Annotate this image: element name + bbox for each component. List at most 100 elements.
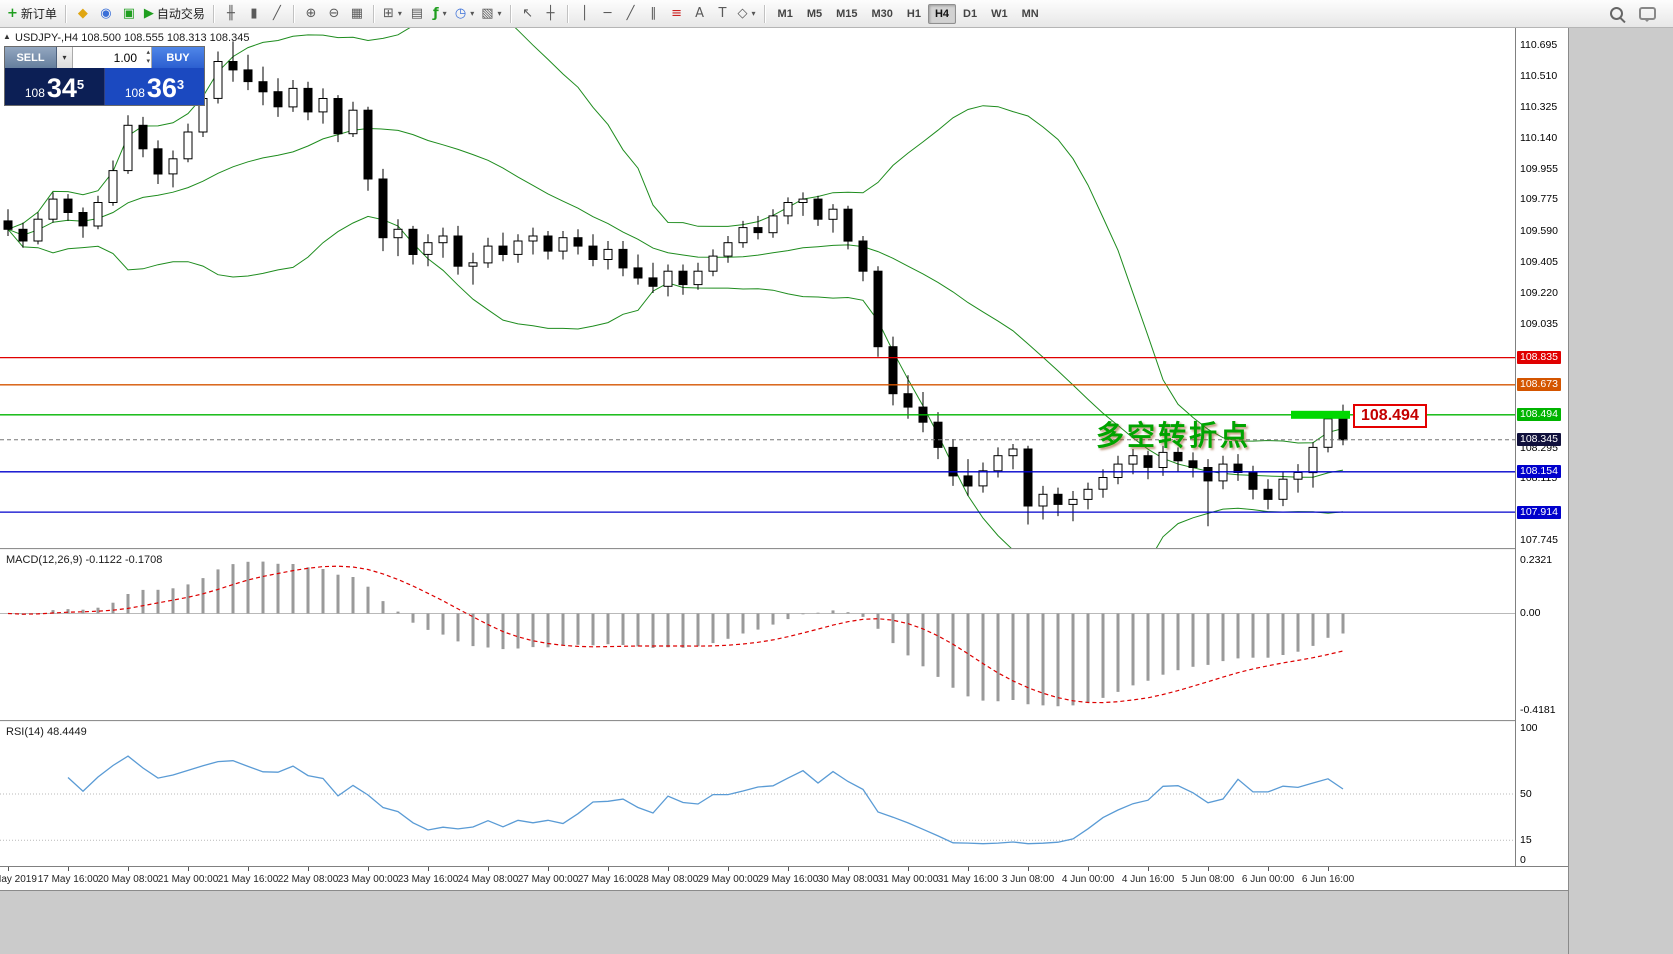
volume-input[interactable]: [73, 47, 151, 68]
cursor-icon: ↖: [522, 6, 533, 21]
time-axis-tick: [848, 867, 849, 871]
time-axis-tick: [1148, 867, 1149, 871]
symbol-ohlc-header: USDJPY-,H4 108.500 108.555 108.313 108.3…: [15, 32, 250, 44]
axis-price-label: 0.2321: [1520, 553, 1553, 566]
channel-tool-button[interactable]: ∥: [643, 3, 665, 25]
macd-indicator-label: MACD(12,26,9) -0.1122 -0.1708: [6, 554, 163, 566]
price-axis[interactable]: 110.695 110.510 110.325 110.140 109.955 109.7…: [1515, 28, 1568, 866]
time-axis-label: 23 May 00:00: [337, 874, 399, 885]
timeframe-button-h1[interactable]: H1: [900, 4, 928, 24]
spinner-down-icon[interactable]: ▾: [146, 58, 150, 65]
indicators-icon: ƒ: [433, 6, 439, 21]
order-options-dropdown[interactable]: ▾: [57, 47, 73, 68]
indicators-button[interactable]: ƒ ▾: [429, 3, 451, 25]
toolbar-separator: [292, 4, 295, 23]
buy-price-display[interactable]: 108 36 3: [105, 68, 204, 105]
time-axis-label: 27 May 16:00: [577, 874, 639, 885]
sell-price-sup: 5: [76, 77, 85, 92]
timeframe-button-m30[interactable]: M30: [865, 4, 900, 24]
rsi-pane-canvas[interactable]: [0, 722, 1515, 866]
timeframe-button-w1[interactable]: W1: [984, 4, 1015, 24]
macd-pane-canvas[interactable]: [0, 550, 1515, 720]
time-axis-label: 21 May 00:00: [157, 874, 219, 885]
timeframe-button-d1[interactable]: D1: [956, 4, 984, 24]
cursor-tool-button[interactable]: ↖: [517, 3, 539, 25]
time-axis-label: 27 May 00:00: [517, 874, 579, 885]
time-axis-label: 20 May 08:00: [97, 874, 159, 885]
market-watch-button[interactable]: ◆: [72, 3, 94, 25]
autotrading-button[interactable]: ▶ 自动交易: [141, 3, 208, 25]
channel-icon: ∥: [650, 6, 657, 21]
timeframe-button-m15[interactable]: M15: [829, 4, 864, 24]
axis-price-label: 15: [1520, 833, 1532, 846]
axis-price-label: 109.405: [1520, 255, 1558, 268]
crosshair-tool-button[interactable]: ┼: [540, 3, 562, 25]
price-callout[interactable]: 108.494: [1353, 404, 1427, 428]
time-axis-tick: [428, 867, 429, 871]
periods-button[interactable]: ◷ ▾: [452, 3, 477, 25]
time-axis-tick: [908, 867, 909, 871]
time-axis-tick: [788, 867, 789, 871]
zoom-in-button[interactable]: ⊕: [300, 3, 322, 25]
line-chart-icon: ╱: [273, 6, 281, 21]
sell-button[interactable]: SELL: [5, 47, 57, 68]
shapes-tool-button[interactable]: ◇ ▾: [735, 3, 759, 25]
new-order-icon: +: [7, 6, 18, 21]
time-axis-label: 31 May 16:00: [937, 874, 999, 885]
time-axis-tick: [1088, 867, 1089, 871]
timeframe-button-m5[interactable]: M5: [800, 4, 829, 24]
data-window-button[interactable]: ▣: [118, 3, 140, 25]
workspace-background: [0, 890, 1568, 954]
time-axis-tick: [248, 867, 249, 871]
timeframe-button-m1[interactable]: M1: [771, 4, 800, 24]
axis-price-label: 50: [1520, 787, 1532, 800]
tile-windows-button[interactable]: ▦: [346, 3, 368, 25]
vertical-line-tool-button[interactable]: │: [574, 3, 596, 25]
fibonacci-icon: ≡: [671, 6, 682, 21]
text-tool-button[interactable]: A: [689, 3, 711, 25]
search-button[interactable]: [1605, 3, 1627, 25]
time-axis-label: 3 Jun 08:00: [1001, 874, 1055, 885]
caret-down-icon: ▾: [751, 9, 756, 18]
timeframe-button-h4[interactable]: H4: [927, 3, 957, 24]
time-axis-tick: [608, 867, 609, 871]
text-label-tool-button[interactable]: T: [712, 3, 734, 25]
navigator-button[interactable]: ◉: [95, 3, 117, 25]
chart-expand-icon[interactable]: ▲: [3, 32, 11, 41]
shapes-icon: ◇: [737, 6, 748, 21]
volume-spinner[interactable]: ▴ ▾: [146, 48, 150, 66]
fibonacci-tool-button[interactable]: ≡: [666, 3, 688, 25]
sell-price-display[interactable]: 108 34 5: [5, 68, 105, 105]
data-window-icon: ▣: [122, 6, 136, 21]
chat-icon: [1639, 7, 1656, 22]
horizontal-line-tool-button[interactable]: ─: [597, 3, 619, 25]
timeframe-button-mn[interactable]: MN: [1015, 4, 1046, 24]
trendline-tool-button[interactable]: ╱: [620, 3, 642, 25]
pane-separator[interactable]: [0, 720, 1568, 722]
spinner-up-icon[interactable]: ▴: [146, 49, 150, 56]
buy-button[interactable]: BUY: [152, 47, 204, 68]
zoom-out-button[interactable]: ⊖: [323, 3, 345, 25]
bar-chart-icon: ╫: [227, 6, 235, 21]
new-chart-button[interactable]: ⊞ ▾: [380, 3, 405, 25]
time-axis-label: 17 May 16:00: [37, 874, 99, 885]
pane-separator[interactable]: [0, 548, 1568, 550]
price-line-label: 108.494: [1517, 408, 1561, 422]
buy-price-sup: 3: [176, 77, 185, 92]
candlestick-chart-button[interactable]: ▮: [243, 3, 265, 25]
time-axis-label: 22 May 08:00: [277, 874, 339, 885]
time-axis-tick: [488, 867, 489, 871]
axis-price-label: 109.955: [1520, 163, 1558, 176]
profiles-button[interactable]: ▤: [406, 3, 428, 25]
time-axis-tick: [368, 867, 369, 871]
bar-chart-button[interactable]: ╫: [220, 3, 242, 25]
new-order-button[interactable]: + 新订单: [4, 3, 60, 25]
line-chart-button[interactable]: ╱: [266, 3, 288, 25]
chat-button[interactable]: [1636, 3, 1659, 25]
templates-button[interactable]: ▧ ▾: [478, 3, 504, 25]
toolbar-separator: [566, 4, 569, 23]
time-axis-label: 4 Jun 16:00: [1121, 874, 1175, 885]
main-chart-canvas[interactable]: [0, 28, 1515, 548]
